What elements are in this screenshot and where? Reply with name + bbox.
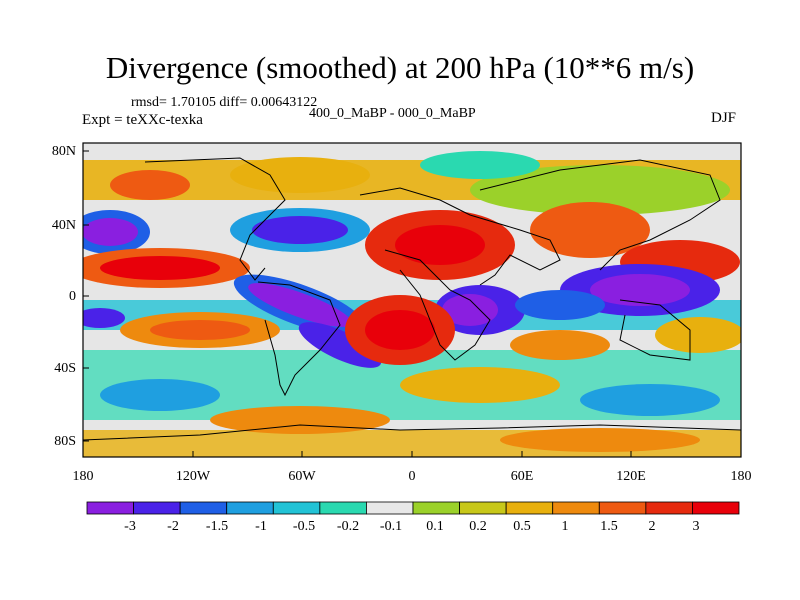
colorbar-label: 0.5 xyxy=(513,519,531,534)
coastlines xyxy=(83,157,741,441)
colorbar-swatch xyxy=(598,501,647,515)
colorbar-swatch xyxy=(226,501,274,515)
stats-label: rmsd= 1.70105 diff= 0.00643122 xyxy=(131,95,318,110)
lat-tick-label: 80N xyxy=(52,144,76,159)
colorbar-swatch xyxy=(272,501,321,515)
map-field xyxy=(83,143,741,457)
colorbar-swatch xyxy=(319,501,367,515)
lon-tick-label: 60E xyxy=(511,469,534,484)
colorbar-label: -0.1 xyxy=(380,519,402,534)
lon-tick-label: 0 xyxy=(409,469,416,484)
comparison-label: 400_0_MaBP - 000_0_MaBP xyxy=(309,106,476,121)
colorbar-label: -3 xyxy=(124,519,136,534)
colorbar-swatch xyxy=(552,501,600,515)
chart-title: Divergence (smoothed) at 200 hPa (10**6 … xyxy=(105,50,695,85)
colorbar-label: 1.5 xyxy=(600,519,618,534)
colorbar-label: -2 xyxy=(167,519,179,534)
colorbar xyxy=(86,501,740,515)
experiment-label: Expt = teXXc-texka xyxy=(82,112,203,128)
lon-tick-label: 60W xyxy=(288,469,316,484)
lon-tick-label: 120W xyxy=(176,469,211,484)
colorbar-label: 2 xyxy=(649,519,656,534)
colorbar-swatch xyxy=(179,501,228,515)
colorbar-label: 0.2 xyxy=(469,519,487,534)
colorbar-label: -1 xyxy=(255,519,267,534)
colorbar-label: -1.5 xyxy=(206,519,228,534)
season-label: DJF xyxy=(711,110,737,126)
colorbar-swatch xyxy=(86,501,134,515)
colorbar-swatch xyxy=(133,501,181,515)
axis-ticks xyxy=(82,150,742,457)
colorbar-swatch xyxy=(366,501,414,515)
lat-tick-label: 0 xyxy=(69,289,76,304)
colorbar-swatch xyxy=(412,501,460,515)
lat-tick-label: 40S xyxy=(54,361,76,376)
colorbar-label: -0.5 xyxy=(293,519,315,534)
colorbar-swatch xyxy=(645,501,693,515)
colorbar-label: 3 xyxy=(693,519,700,534)
colorbar-swatch xyxy=(459,501,507,515)
colorbar-label: 0.1 xyxy=(426,519,444,534)
lon-tick-label: 120E xyxy=(616,469,646,484)
colorbar-swatch xyxy=(505,501,554,515)
lat-tick-label: 80S xyxy=(54,434,76,449)
lon-tick-label: 180 xyxy=(73,469,94,484)
lat-tick-label: 40N xyxy=(52,218,76,233)
colorbar-label: -0.2 xyxy=(337,519,359,534)
colorbar-label: 1 xyxy=(562,519,569,534)
colorbar-swatch xyxy=(692,501,740,515)
colorbar-labels: -3 -2 -1.5 -1 -0.5 -0.2 -0.1 0.1 0.2 0.5… xyxy=(124,519,699,534)
lon-tick-label: 180 xyxy=(731,469,752,484)
